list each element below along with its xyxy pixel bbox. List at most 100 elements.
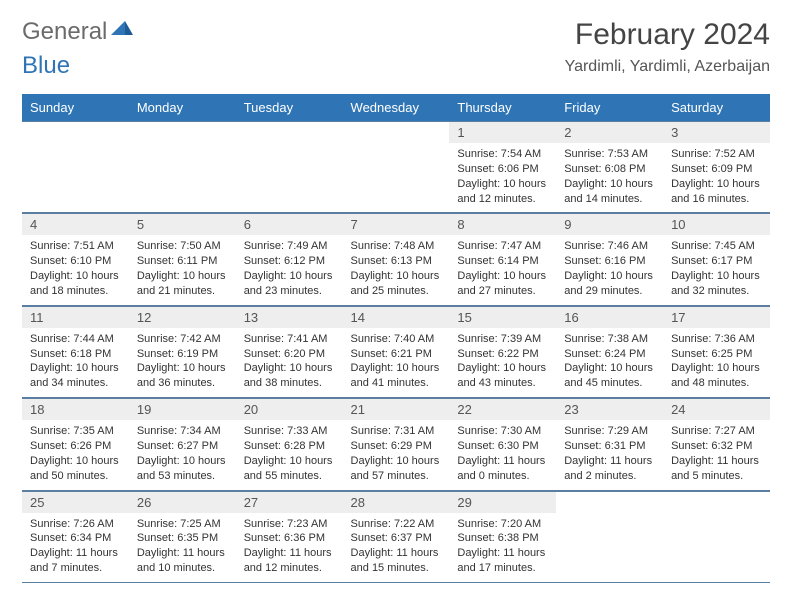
calendar-day-cell: 5Sunrise: 7:50 AMSunset: 6:11 PMDaylight…	[129, 213, 236, 305]
day-number: 4	[22, 213, 129, 235]
day-details: Sunrise: 7:36 AMSunset: 6:25 PMDaylight:…	[663, 328, 770, 397]
daylight-text: Daylight: 10 hours and 25 minutes.	[351, 269, 442, 299]
sunset-text: Sunset: 6:38 PM	[457, 531, 548, 546]
weekday-header: Friday	[556, 94, 663, 121]
sunrise-text: Sunrise: 7:40 AM	[351, 332, 442, 347]
daylight-text: Daylight: 10 hours and 36 minutes.	[137, 361, 228, 391]
calendar-day-cell: 29Sunrise: 7:20 AMSunset: 6:38 PMDayligh…	[449, 490, 556, 582]
calendar-day-cell: 10Sunrise: 7:45 AMSunset: 6:17 PMDayligh…	[663, 213, 770, 305]
sunrise-text: Sunrise: 7:34 AM	[137, 424, 228, 439]
month-title: February 2024	[565, 18, 770, 52]
daylight-text: Daylight: 10 hours and 21 minutes.	[137, 269, 228, 299]
daylight-text: Daylight: 10 hours and 45 minutes.	[564, 361, 655, 391]
sunrise-text: Sunrise: 7:26 AM	[30, 517, 121, 532]
sunset-text: Sunset: 6:26 PM	[30, 439, 121, 454]
calendar-day-cell: 4Sunrise: 7:51 AMSunset: 6:10 PMDaylight…	[22, 213, 129, 305]
sunset-text: Sunset: 6:24 PM	[564, 347, 655, 362]
calendar-day-cell: 20Sunrise: 7:33 AMSunset: 6:28 PMDayligh…	[236, 398, 343, 490]
sunset-text: Sunset: 6:37 PM	[351, 531, 442, 546]
day-details: Sunrise: 7:39 AMSunset: 6:22 PMDaylight:…	[449, 328, 556, 397]
day-details: Sunrise: 7:25 AMSunset: 6:35 PMDaylight:…	[129, 513, 236, 582]
day-number-empty	[129, 121, 236, 143]
day-number: 24	[663, 398, 770, 420]
daylight-text: Daylight: 11 hours and 17 minutes.	[457, 546, 548, 576]
day-details: Sunrise: 7:40 AMSunset: 6:21 PMDaylight:…	[343, 328, 450, 397]
sunrise-text: Sunrise: 7:45 AM	[671, 239, 762, 254]
logo-word-general: General	[22, 18, 107, 46]
daylight-text: Daylight: 10 hours and 57 minutes.	[351, 454, 442, 484]
calendar-day-cell: 7Sunrise: 7:48 AMSunset: 6:13 PMDaylight…	[343, 213, 450, 305]
sunrise-text: Sunrise: 7:25 AM	[137, 517, 228, 532]
sunset-text: Sunset: 6:30 PM	[457, 439, 548, 454]
daylight-text: Daylight: 10 hours and 43 minutes.	[457, 361, 548, 391]
calendar-day-cell: 21Sunrise: 7:31 AMSunset: 6:29 PMDayligh…	[343, 398, 450, 490]
calendar-day-cell: 18Sunrise: 7:35 AMSunset: 6:26 PMDayligh…	[22, 398, 129, 490]
calendar-day-cell: 26Sunrise: 7:25 AMSunset: 6:35 PMDayligh…	[129, 490, 236, 582]
daylight-text: Daylight: 11 hours and 0 minutes.	[457, 454, 548, 484]
sunset-text: Sunset: 6:36 PM	[244, 531, 335, 546]
daylight-text: Daylight: 11 hours and 2 minutes.	[564, 454, 655, 484]
calendar-day-cell: 12Sunrise: 7:42 AMSunset: 6:19 PMDayligh…	[129, 305, 236, 397]
day-details: Sunrise: 7:44 AMSunset: 6:18 PMDaylight:…	[22, 328, 129, 397]
day-details: Sunrise: 7:33 AMSunset: 6:28 PMDaylight:…	[236, 420, 343, 489]
calendar-day-cell: 14Sunrise: 7:40 AMSunset: 6:21 PMDayligh…	[343, 305, 450, 397]
daylight-text: Daylight: 10 hours and 48 minutes.	[671, 361, 762, 391]
calendar-day-cell: 17Sunrise: 7:36 AMSunset: 6:25 PMDayligh…	[663, 305, 770, 397]
calendar-week-row: 1Sunrise: 7:54 AMSunset: 6:06 PMDaylight…	[22, 121, 770, 213]
sunrise-text: Sunrise: 7:53 AM	[564, 147, 655, 162]
sunrise-text: Sunrise: 7:50 AM	[137, 239, 228, 254]
logo-mark-icon	[111, 18, 133, 46]
day-number: 20	[236, 398, 343, 420]
day-number-empty	[236, 121, 343, 143]
calendar-header-row: Sunday Monday Tuesday Wednesday Thursday…	[22, 94, 770, 121]
sunrise-text: Sunrise: 7:47 AM	[457, 239, 548, 254]
day-details: Sunrise: 7:29 AMSunset: 6:31 PMDaylight:…	[556, 420, 663, 489]
sunset-text: Sunset: 6:35 PM	[137, 531, 228, 546]
day-details: Sunrise: 7:45 AMSunset: 6:17 PMDaylight:…	[663, 235, 770, 304]
day-details: Sunrise: 7:31 AMSunset: 6:29 PMDaylight:…	[343, 420, 450, 489]
sunset-text: Sunset: 6:34 PM	[30, 531, 121, 546]
daylight-text: Daylight: 10 hours and 16 minutes.	[671, 177, 762, 207]
calendar-day-cell: 8Sunrise: 7:47 AMSunset: 6:14 PMDaylight…	[449, 213, 556, 305]
calendar-day-cell: 9Sunrise: 7:46 AMSunset: 6:16 PMDaylight…	[556, 213, 663, 305]
calendar-day-cell	[556, 490, 663, 582]
logo: General	[22, 18, 135, 46]
logo-word-blue: Blue	[22, 52, 70, 80]
calendar-day-cell: 11Sunrise: 7:44 AMSunset: 6:18 PMDayligh…	[22, 305, 129, 397]
calendar-day-cell: 24Sunrise: 7:27 AMSunset: 6:32 PMDayligh…	[663, 398, 770, 490]
calendar-day-cell: 6Sunrise: 7:49 AMSunset: 6:12 PMDaylight…	[236, 213, 343, 305]
sunrise-text: Sunrise: 7:38 AM	[564, 332, 655, 347]
day-details: Sunrise: 7:49 AMSunset: 6:12 PMDaylight:…	[236, 235, 343, 304]
day-details: Sunrise: 7:48 AMSunset: 6:13 PMDaylight:…	[343, 235, 450, 304]
day-number: 29	[449, 491, 556, 513]
sunset-text: Sunset: 6:06 PM	[457, 162, 548, 177]
sunset-text: Sunset: 6:22 PM	[457, 347, 548, 362]
day-number-empty	[556, 491, 663, 513]
calendar-day-cell: 3Sunrise: 7:52 AMSunset: 6:09 PMDaylight…	[663, 121, 770, 213]
sunrise-text: Sunrise: 7:33 AM	[244, 424, 335, 439]
calendar-week-row: 11Sunrise: 7:44 AMSunset: 6:18 PMDayligh…	[22, 305, 770, 397]
calendar-day-cell	[343, 121, 450, 213]
calendar-body: 1Sunrise: 7:54 AMSunset: 6:06 PMDaylight…	[22, 121, 770, 582]
sunset-text: Sunset: 6:21 PM	[351, 347, 442, 362]
day-details: Sunrise: 7:53 AMSunset: 6:08 PMDaylight:…	[556, 143, 663, 212]
daylight-text: Daylight: 10 hours and 29 minutes.	[564, 269, 655, 299]
daylight-text: Daylight: 10 hours and 23 minutes.	[244, 269, 335, 299]
day-details: Sunrise: 7:38 AMSunset: 6:24 PMDaylight:…	[556, 328, 663, 397]
day-details: Sunrise: 7:20 AMSunset: 6:38 PMDaylight:…	[449, 513, 556, 582]
daylight-text: Daylight: 10 hours and 27 minutes.	[457, 269, 548, 299]
day-details: Sunrise: 7:26 AMSunset: 6:34 PMDaylight:…	[22, 513, 129, 582]
calendar-day-cell: 19Sunrise: 7:34 AMSunset: 6:27 PMDayligh…	[129, 398, 236, 490]
day-number: 27	[236, 491, 343, 513]
sunrise-text: Sunrise: 7:35 AM	[30, 424, 121, 439]
weekday-header: Sunday	[22, 94, 129, 121]
daylight-text: Daylight: 10 hours and 14 minutes.	[564, 177, 655, 207]
sunset-text: Sunset: 6:29 PM	[351, 439, 442, 454]
daylight-text: Daylight: 11 hours and 7 minutes.	[30, 546, 121, 576]
day-number: 9	[556, 213, 663, 235]
sunset-text: Sunset: 6:16 PM	[564, 254, 655, 269]
calendar-day-cell	[236, 121, 343, 213]
day-details: Sunrise: 7:30 AMSunset: 6:30 PMDaylight:…	[449, 420, 556, 489]
calendar-week-row: 25Sunrise: 7:26 AMSunset: 6:34 PMDayligh…	[22, 490, 770, 582]
calendar-day-cell: 16Sunrise: 7:38 AMSunset: 6:24 PMDayligh…	[556, 305, 663, 397]
